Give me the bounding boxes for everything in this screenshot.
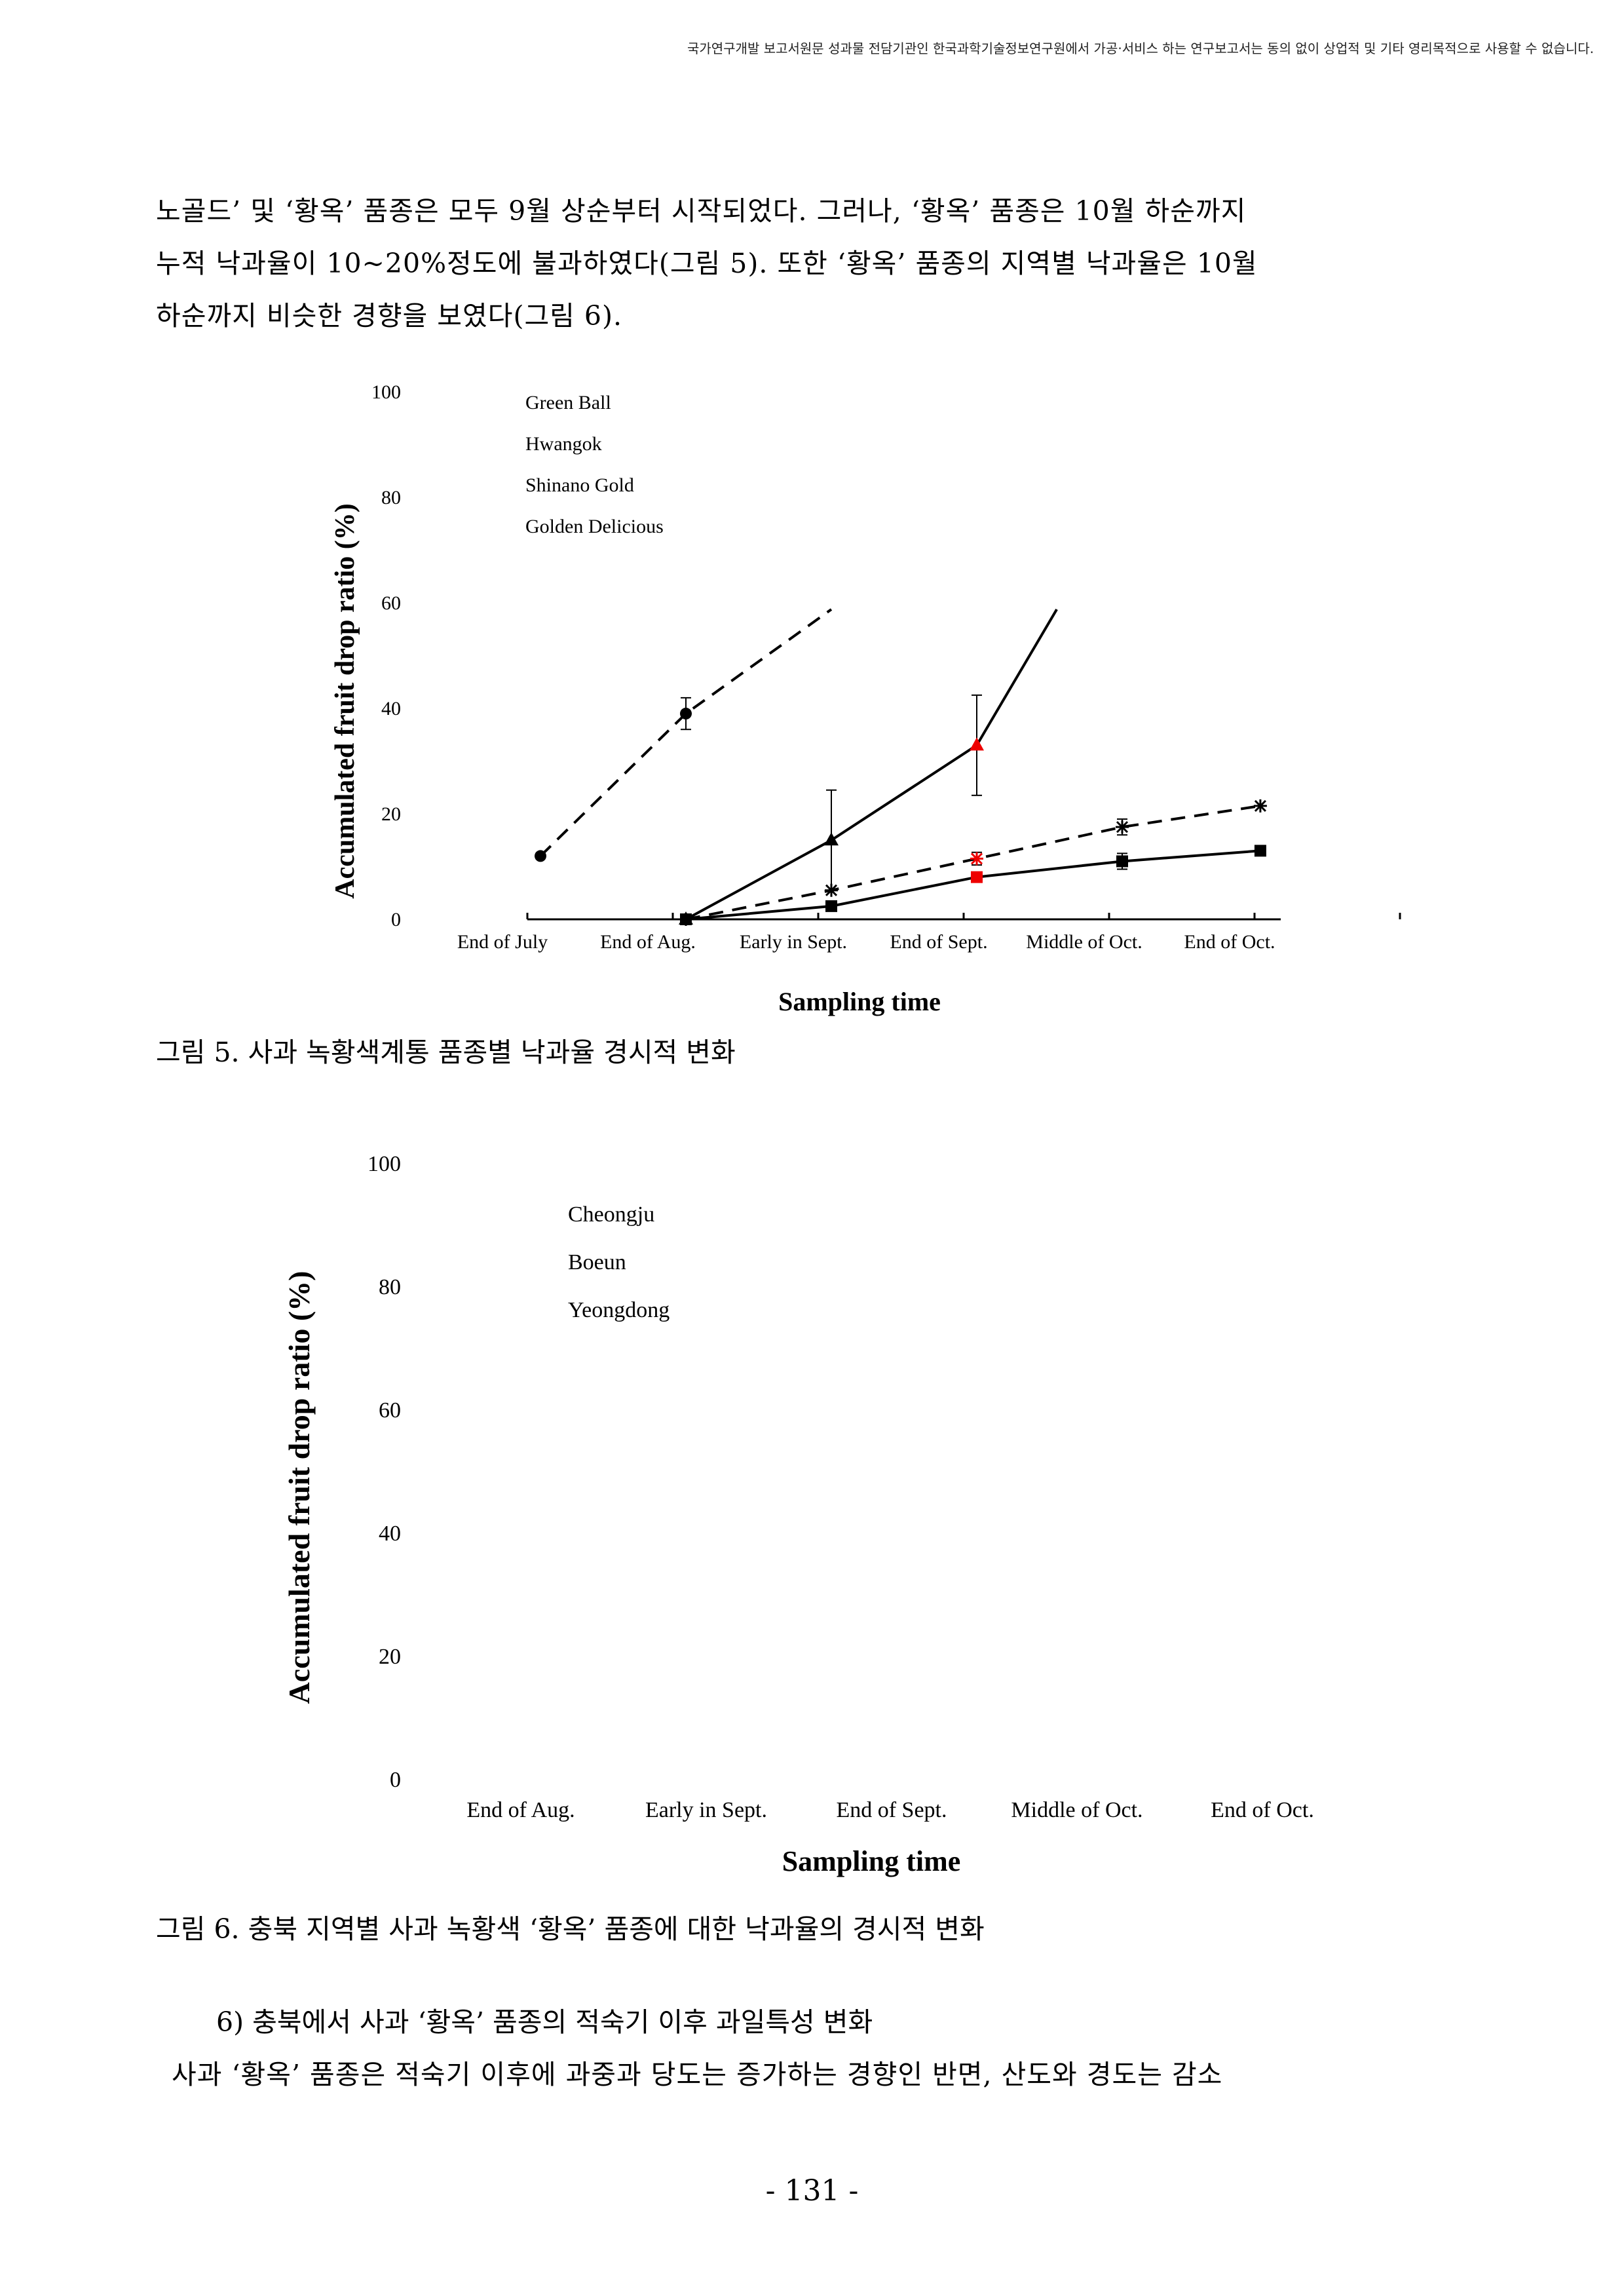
fig5-legend-entry: Golden Delicious <box>525 516 664 537</box>
page-number: - 131 - <box>765 2174 859 2208</box>
fig5-legend: Green Ball Hwangok Shinano Gold Golden Deli… <box>525 392 664 537</box>
fig5-x-axis-label: Sampling time <box>778 987 941 1016</box>
body-paragraph-line-2: 누적 낙과율이 10~20%정도에 불과하였다(그림 5). 또한 ‘황옥’ 품… <box>156 248 1258 279</box>
fig5-axes <box>526 913 1401 921</box>
fig5-series-line <box>685 608 1058 921</box>
fig5-x-tick-label: End of July <box>457 931 548 953</box>
fig6-y-tick-label: 100 <box>368 1152 401 1176</box>
fig5-legend-entry: Green Ball <box>525 392 611 413</box>
fig6-x-tick-label: Early in Sept. <box>645 1798 767 1822</box>
fig6-tick-labels: 0 20 40 60 80 100 End of Aug. Early in Sept. End… <box>368 1152 1314 1822</box>
fig5-point-square <box>971 871 983 883</box>
fig6-y-axis-label: Accumulated fruit drop ratio (%) <box>282 1271 316 1704</box>
body-paragraph-line-1: 노골드’ 및 ‘황옥’ 품종은 모두 9월 상순부터 시작되었다. 그러나, ‘… <box>156 195 1247 227</box>
copyright-notice: 국가연구개발 보고서원문 성과물 전담기관인 한국과학기술정보연구원에서 가공·… <box>687 41 1594 56</box>
fig5-y-tick-label: 20 <box>381 803 401 825</box>
fig6-y-tick-label: 20 <box>379 1645 401 1669</box>
fig5-legend-entry: Hwangok <box>525 433 602 455</box>
fig5-point-square <box>680 913 692 925</box>
fig5-point-circle <box>680 708 692 720</box>
fig5-point-square <box>1254 845 1266 857</box>
fig6-legend: Cheongju Boeun Yeongdong <box>568 1202 670 1322</box>
fig5-y-tick-label: 100 <box>371 381 401 403</box>
fig5-point-circle <box>535 850 546 862</box>
fig5-tick-labels: 0 20 40 60 80 100 End of July End of Aug. Early … <box>371 381 1275 953</box>
fig6-x-tick-label: Middle of Oct. <box>1011 1798 1142 1822</box>
fig5-point-triangle <box>824 832 839 846</box>
fig6-legend-entry: Cheongju <box>568 1202 654 1227</box>
fig5-point-asterisk <box>970 852 983 866</box>
fig6-legend-entry: Yeongdong <box>568 1298 670 1322</box>
fig6-y-tick-label: 80 <box>379 1275 401 1299</box>
fig6-y-tick-label: 0 <box>390 1768 401 1792</box>
body-paragraph-line-3: 하순까지 비슷한 경향을 보였다(그림 6). <box>156 300 623 332</box>
fig5-y-tick-label: 60 <box>381 592 401 614</box>
fig6-x-tick-label: End of Sept. <box>836 1798 947 1822</box>
fig5-y-tick-label: 40 <box>381 698 401 719</box>
fig5-point-asterisk <box>1116 820 1129 834</box>
fig5-point-triangle <box>970 737 984 751</box>
fig5-asterisk-stroke <box>970 852 983 865</box>
fig5-asterisk-stroke <box>825 884 838 896</box>
fig5-x-tick-label: End of Aug. <box>600 931 696 953</box>
fig6-x-axis-label: Sampling time <box>782 1845 961 1877</box>
fig6-y-tick-label: 40 <box>379 1521 401 1546</box>
figure-5-chart: Accumulated fruit drop ratio (%) Samplin… <box>330 381 1401 1016</box>
fig5-y-tick-label: 80 <box>381 487 401 508</box>
fig5-point-asterisk <box>1253 799 1267 813</box>
fig5-x-tick-label: End of Sept. <box>890 931 987 953</box>
figure-5-caption: 그림 5. 사과 녹황색계통 품종별 낙과율 경시적 변화 <box>156 1037 736 1068</box>
fig6-x-tick-label: End of Oct. <box>1211 1798 1314 1822</box>
fig5-asterisk-stroke <box>1116 821 1129 833</box>
fig6-x-tick-label: End of Aug. <box>466 1798 575 1822</box>
fig5-y-axis-label: Accumulated fruit drop ratio (%) <box>330 503 360 898</box>
fig5-y-tick-label: 0 <box>391 909 401 930</box>
fig5-x-tick-label: End of Oct. <box>1184 931 1275 953</box>
fig5-point-square <box>1116 855 1128 868</box>
body-paragraph-2: 사과 ‘황옥’ 품종은 적숙기 이후에 과중과 당도는 증가하는 경향인 반면,… <box>172 2059 1223 2090</box>
fig6-legend-entry: Boeun <box>568 1250 626 1274</box>
figure-6-chart: Accumulated fruit drop ratio (%) Samplin… <box>282 1152 1314 1877</box>
fig5-series <box>535 608 1267 926</box>
fig6-y-tick-label: 60 <box>379 1398 401 1423</box>
fig5-point-square <box>825 900 837 912</box>
fig5-asterisk-stroke <box>1254 799 1266 812</box>
section-subheading: 6) 충북에서 사과 ‘황옥’ 품종의 적숙기 이후 과일특성 변화 <box>216 2006 873 2038</box>
figure-6-caption: 그림 6. 충북 지역별 사과 녹황색 ‘황옥’ 품종에 대한 낙과율의 경시적… <box>156 1913 985 1945</box>
fig5-x-tick-label: Middle of Oct. <box>1026 931 1142 953</box>
fig5-legend-entry: Shinano Gold <box>525 474 634 496</box>
fig5-x-tick-label: Early in Sept. <box>740 931 847 953</box>
fig5-series-line <box>539 608 833 857</box>
fig5-point-asterisk <box>825 883 838 897</box>
